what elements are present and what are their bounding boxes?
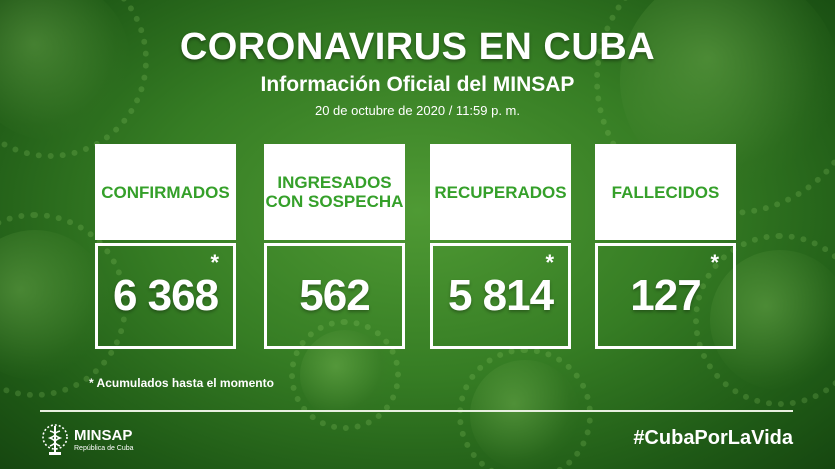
asterisk-marker: *: [545, 250, 554, 275]
minsap-logo: MINSAP República de Cuba: [40, 421, 160, 459]
card-label-line2: CON SOSPECHA: [265, 192, 404, 211]
card-label: FALLECIDOS: [595, 144, 736, 240]
background-virus-decoration: [0, 0, 150, 160]
logo-name: MINSAP: [74, 427, 133, 444]
card-value-box: 5 814 *: [430, 243, 571, 349]
card-recuperados: RECUPERADOS 5 814 *: [430, 144, 571, 349]
page-title: CORONAVIRUS EN CUBA: [179, 26, 656, 68]
card-label: CONFIRMADOS: [95, 144, 236, 240]
footnote: * Acumulados hasta el momento: [89, 376, 274, 390]
hashtag: #CubaPorLaVida: [633, 427, 793, 449]
card-label: RECUPERADOS: [430, 144, 571, 240]
fallecidos-value: 127: [630, 271, 701, 320]
card-label-text: CONFIRMADOS: [101, 182, 230, 202]
divider: [40, 410, 793, 412]
background-virus-decoration: [0, 212, 128, 398]
card-fallecidos: FALLECIDOS 127 *: [595, 144, 736, 349]
asterisk-marker: *: [210, 250, 219, 275]
card-confirmados: CONFIRMADOS 6 368 *: [95, 144, 236, 349]
background-virus-decoration: [693, 233, 835, 407]
background-virus-decoration: [456, 346, 594, 469]
background-virus-decoration: [289, 319, 401, 431]
ingresados-value: 562: [299, 271, 370, 320]
card-label-text: FALLECIDOS: [611, 182, 720, 202]
confirmados-value: 6 368: [112, 271, 219, 320]
page-subtitle: Información Oficial del MINSAP: [260, 73, 575, 96]
card-label-line1: INGRESADOS: [277, 173, 392, 192]
caduceus-emblem-icon: [42, 424, 68, 455]
card-value-box: 6 368 *: [95, 243, 236, 349]
card-value-box: 127 *: [595, 243, 736, 349]
asterisk-marker: *: [710, 250, 719, 275]
card-value-box: 562: [264, 243, 405, 349]
recuperados-value: 5 814: [447, 271, 554, 320]
card-label: INGRESADOS CON SOSPECHA: [264, 144, 405, 240]
card-label-text: RECUPERADOS: [434, 182, 567, 202]
logo-subtitle: República de Cuba: [74, 445, 134, 452]
card-ingresados-con-sospecha: INGRESADOS CON SOSPECHA 562: [264, 144, 405, 349]
report-date: 20 de octubre de 2020 / 11:59 p. m.: [314, 103, 521, 118]
